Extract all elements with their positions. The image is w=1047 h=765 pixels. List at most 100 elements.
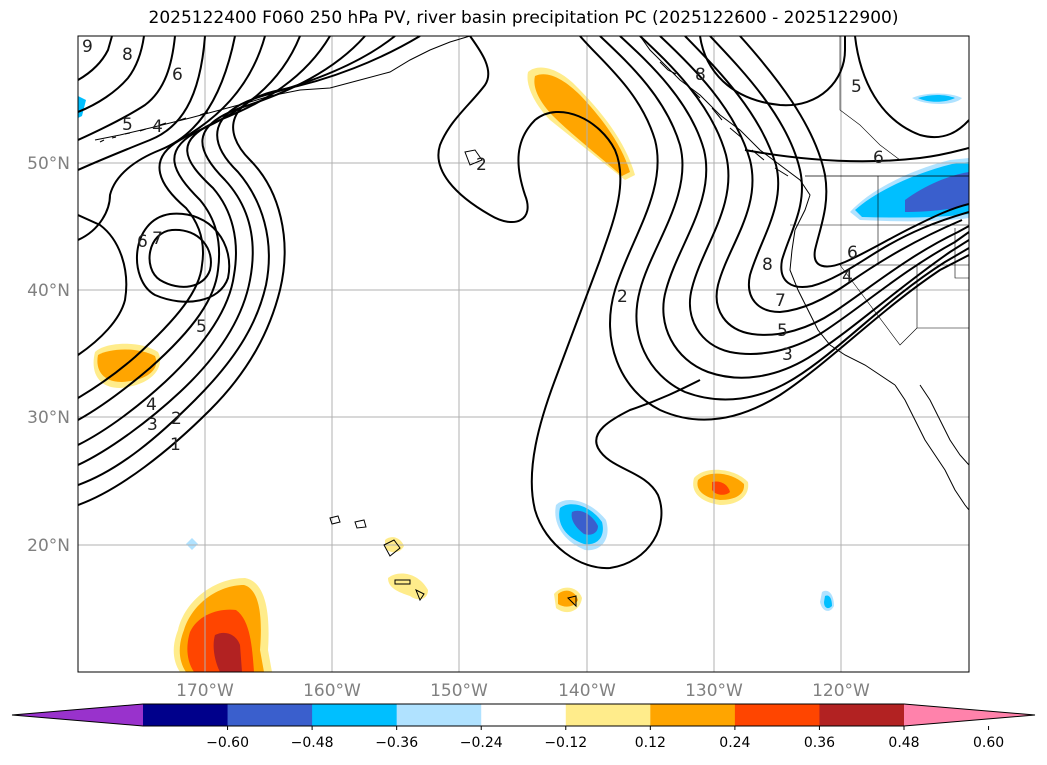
colorbar-outline — [11, 703, 1036, 727]
colorbar-tick-label: −0.12 — [544, 735, 587, 751]
longitude-labels: 170°W 160°W 150°W 140°W 130°W 120°W — [176, 681, 870, 701]
lat-label: 30°N — [27, 408, 70, 428]
lon-label: 160°W — [303, 681, 361, 701]
contour-label: 3 — [782, 345, 793, 365]
contour-label: 2 — [476, 155, 487, 175]
colorbar-segment — [312, 704, 398, 726]
contour-label: 4 — [152, 117, 163, 137]
colorbar-tick-label: 0.60 — [973, 735, 1004, 751]
pv-contour-layer — [78, 36, 969, 570]
precip-negative-dot — [186, 538, 198, 550]
colorbar-tick-label: −0.24 — [460, 735, 503, 751]
coastline-layer — [94, 36, 969, 608]
coast-hawaii-big — [394, 579, 411, 585]
precip-negative-pnw-core — [905, 172, 969, 212]
contour-label: 5 — [777, 321, 788, 341]
precip-negative-north-core — [918, 95, 955, 102]
border-alaska-canada — [839, 36, 901, 161]
latitude-labels: 50°N 40°N 30°N 20°N — [27, 154, 70, 556]
contour-label: 6 — [847, 243, 858, 263]
pv-contour-east-6 — [684, 36, 963, 314]
lon-label: 130°W — [685, 681, 743, 701]
colorbar-segment — [396, 704, 482, 726]
colorbar-segment — [734, 704, 820, 726]
colorbar-tick-label: −0.36 — [375, 735, 418, 751]
border-states — [790, 176, 969, 346]
lon-label: 170°W — [176, 681, 234, 701]
colorbar-tick-label: −0.48 — [291, 735, 334, 751]
colorbar-segment — [819, 704, 905, 726]
pv-contour-west-5 — [78, 36, 301, 421]
colorbar-segment — [227, 704, 313, 726]
precip-positive-southwest-core — [213, 632, 242, 672]
pv-contour-east-1 — [579, 36, 969, 421]
precip-positive-gulf-alaska-core — [534, 74, 630, 176]
coast-island-gulf — [464, 149, 483, 166]
contour-label: 4 — [842, 267, 853, 287]
map-frame-bg — [78, 36, 969, 672]
coast-island-central — [567, 595, 577, 608]
contour-label: 5 — [196, 317, 207, 337]
colorbar-segment — [481, 704, 567, 726]
pv-contour-west-10 — [78, 36, 176, 141]
contour-label: 2 — [617, 287, 628, 307]
lat-label: 20°N — [27, 536, 70, 556]
coast-aleutian-islands — [99, 111, 209, 143]
coast-baja — [894, 384, 969, 511]
contour-label: 6 — [172, 65, 183, 85]
precip-positive-east-high — [712, 481, 730, 495]
map-title: 2025122400 F060 250 hPa PV, river basin … — [148, 8, 899, 28]
contour-label: 4 — [146, 395, 157, 415]
lon-label: 140°W — [558, 681, 616, 701]
contour-label: 2 — [171, 409, 182, 429]
colorbar-extend-max — [904, 704, 1035, 726]
colorbar-tick-label: −0.60 — [206, 735, 249, 751]
colorbar: −0.60 −0.48 −0.36 −0.24 −0.12 0.12 0.24 0.36 0.4… — [11, 703, 1036, 751]
contour-label: 6 — [873, 148, 884, 168]
contour-label: 9 — [82, 37, 93, 57]
pv-contour-west-4 — [78, 36, 331, 446]
contour-label: 1 — [170, 435, 181, 455]
contour-label: 5 — [122, 115, 133, 135]
lat-label: 40°N — [27, 281, 70, 301]
contour-label: 6 — [137, 232, 148, 252]
pv-contour-east-4 — [639, 36, 969, 355]
coast-hawaii-south — [415, 588, 425, 602]
pv-contour-west-6 — [78, 36, 266, 399]
contour-label: 8 — [695, 65, 706, 85]
pv-contour-west-2 — [78, 36, 396, 486]
pv-contour-middle-trough — [437, 36, 701, 570]
pv-contour-west-3 — [78, 36, 366, 466]
graticule — [78, 36, 969, 672]
pv-contour-east-5 — [659, 36, 969, 336]
precip-negative-central-core — [571, 510, 598, 535]
contour-labels: 9 8 6 5 4 6 7 5 4 3 2 1 2 2 8 7 6 5 4 3 … — [82, 37, 884, 455]
coast-pacific-northwest — [639, 36, 811, 231]
pv-contour-west-1 — [78, 36, 421, 506]
precip-fill-layer — [78, 67, 969, 672]
pv-contour-northeast-loop — [699, 36, 846, 107]
contour-label: 7 — [775, 291, 786, 311]
pv-contour-west-8 — [78, 36, 236, 241]
coast-hawaii-oahu — [354, 519, 367, 529]
pv-contour-west-7 — [78, 214, 128, 356]
map-body: 9 8 6 5 4 6 7 5 4 3 2 1 2 2 8 7 6 5 4 3 … — [78, 36, 969, 672]
precip-negative-small-core — [824, 595, 832, 609]
colorbar-tick-label: 0.48 — [888, 735, 919, 751]
precip-negative-edge — [78, 96, 86, 118]
colorbar-segment — [143, 704, 229, 726]
map-frame — [77, 35, 970, 673]
pv-contour-east-8 — [739, 36, 969, 268]
colorbar-tick-label: 0.24 — [719, 735, 750, 751]
coast-gulf-california — [919, 384, 969, 466]
colorbar-segment — [565, 704, 651, 726]
pv-contour-east-7 — [709, 36, 969, 288]
lon-label: 120°W — [812, 681, 870, 701]
pv-contour-east-3 — [619, 36, 969, 379]
lat-label: 50°N — [27, 154, 70, 174]
contour-label: 8 — [122, 45, 133, 65]
pv-contour-closed-low-inner — [148, 228, 212, 288]
colorbar-extend-min — [12, 704, 143, 726]
pv-contour-west-9 — [78, 36, 206, 171]
